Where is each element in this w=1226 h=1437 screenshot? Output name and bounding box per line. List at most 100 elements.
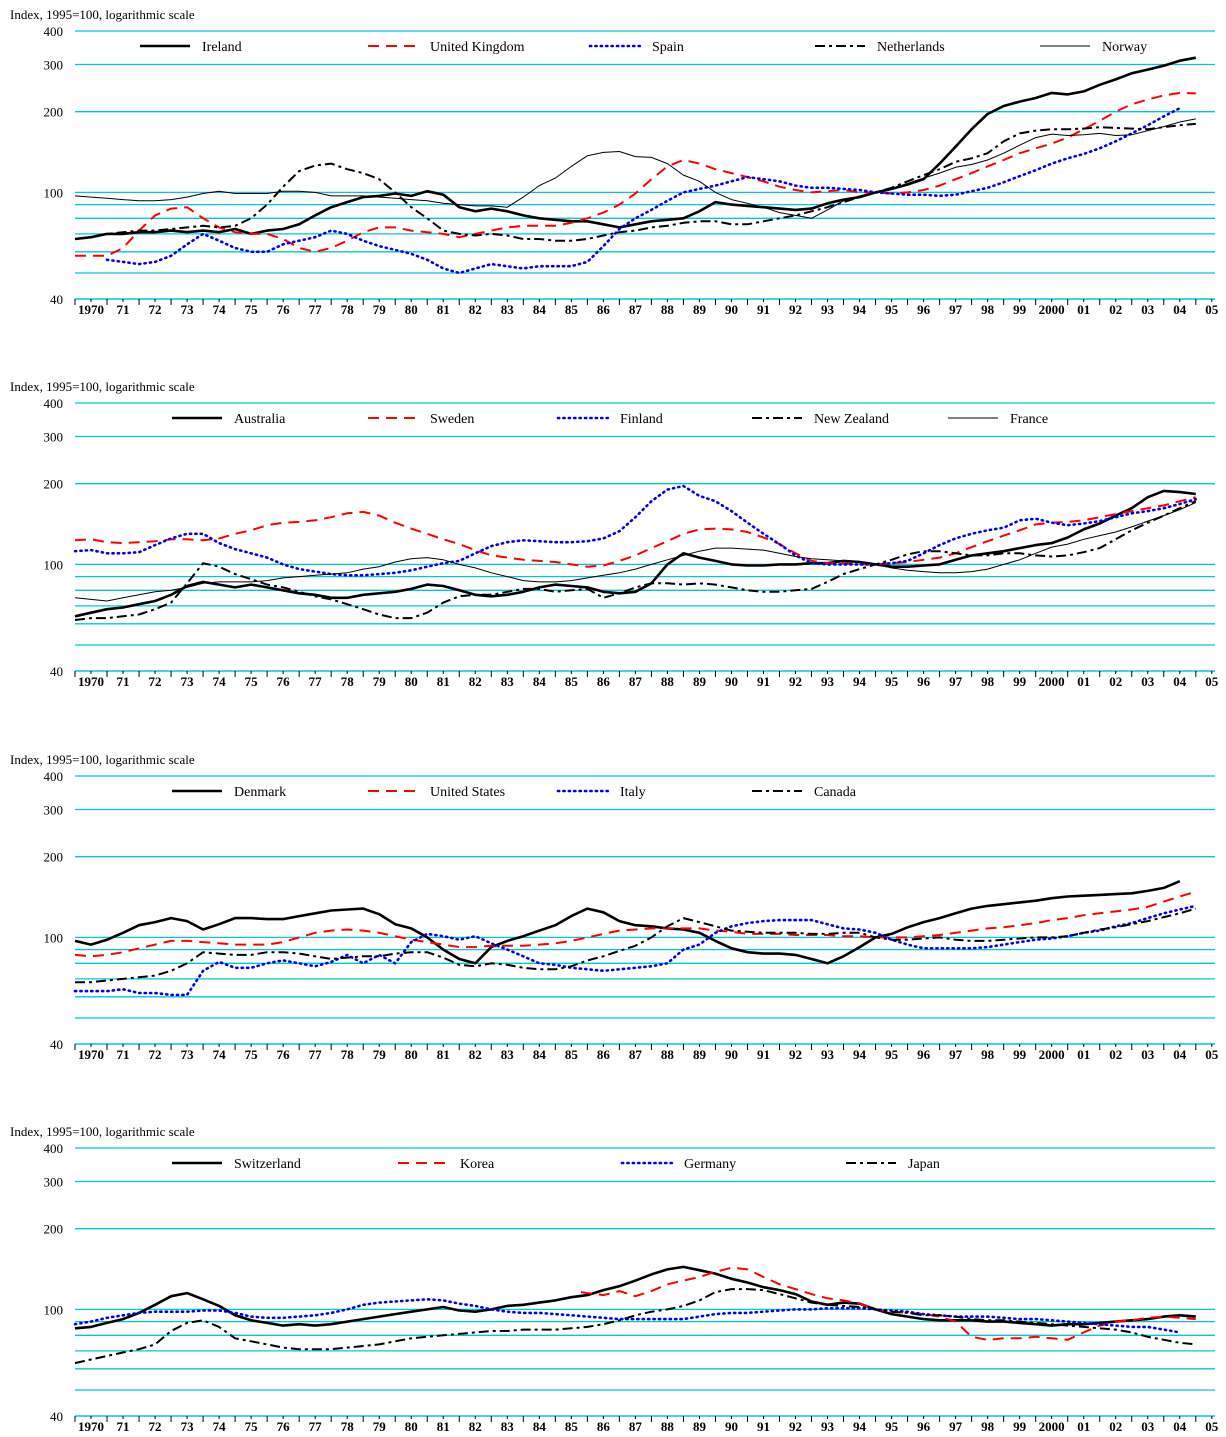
y-tick-label: 400 — [44, 24, 64, 39]
x-tick-label: 77 — [309, 1419, 323, 1434]
series-line-italy — [73, 904, 1198, 997]
x-tick-label: 96 — [917, 1419, 931, 1434]
x-tick-label: 01 — [1077, 674, 1090, 689]
x-tick-label: 84 — [533, 674, 547, 689]
x-tick-label: 97 — [949, 1419, 963, 1434]
x-tick-label: 72 — [149, 1419, 162, 1434]
x-tick-label: 76 — [277, 1047, 291, 1062]
x-tick-label: 92 — [789, 302, 802, 317]
x-tick-label: 75 — [245, 1047, 259, 1062]
x-tick-label: 88 — [661, 1419, 675, 1434]
series-line-united-states — [74, 890, 1197, 958]
x-tick-label: 89 — [693, 674, 707, 689]
x-tick-label: 05 — [1205, 1047, 1219, 1062]
x-tick-label: 93 — [821, 1047, 835, 1062]
x-tick-label: 86 — [597, 1047, 611, 1062]
x-tick-label: 03 — [1141, 674, 1155, 689]
legend-label-australia: Australia — [234, 412, 286, 427]
x-tick-label: 90 — [725, 674, 738, 689]
x-tick-label: 80 — [405, 302, 418, 317]
x-tick-label: 02 — [1109, 674, 1122, 689]
x-tick-label: 01 — [1077, 1047, 1090, 1062]
x-tick-label: 2000 — [1039, 1047, 1065, 1062]
x-tick-label: 01 — [1077, 302, 1090, 317]
x-tick-label: 83 — [501, 1047, 515, 1062]
x-tick-label: 81 — [437, 1419, 450, 1434]
legend-label-canada: Canada — [814, 785, 857, 800]
x-tick-label: 05 — [1205, 1419, 1219, 1434]
x-tick-label: 98 — [981, 302, 995, 317]
x-tick-label: 03 — [1141, 1419, 1155, 1434]
legend-label-ireland: Ireland — [202, 40, 242, 55]
series-line-germany — [73, 1298, 1182, 1334]
legend-label-united-kingdom: United Kingdom — [430, 40, 525, 55]
x-tick-label: 01 — [1077, 1419, 1090, 1434]
chart-panel-1: Index, 1995=100, logarithmic scale 40 100 2… — [10, 7, 1219, 317]
legend-label-norway: Norway — [1102, 40, 1147, 55]
y-tick-label: 300 — [44, 429, 64, 444]
y-axis-label: Index, 1995=100, logarithmic scale — [10, 752, 195, 767]
x-tick-label: 82 — [469, 674, 482, 689]
y-tick-label: 40 — [50, 1409, 63, 1424]
legend-label-japan: Japan — [908, 1157, 940, 1172]
x-tick-label: 99 — [1013, 1419, 1027, 1434]
series-line-japan — [74, 1288, 1196, 1365]
x-tick-label: 89 — [693, 1419, 707, 1434]
series-line-spain — [105, 106, 1182, 275]
x-tick-label: 93 — [821, 674, 835, 689]
series-line-switzerland — [74, 1265, 1196, 1330]
y-tick-label: 100 — [44, 1302, 64, 1317]
legend-label-italy: Italy — [620, 785, 646, 800]
x-tick-label: 85 — [565, 1047, 579, 1062]
x-tick-label: 95 — [885, 1047, 899, 1062]
x-tick-label: 1970 — [78, 1047, 104, 1062]
x-tick-label: 78 — [341, 674, 355, 689]
x-tick-label: 2000 — [1039, 674, 1065, 689]
x-tick-label: 81 — [437, 1047, 450, 1062]
x-tick-label: 84 — [533, 302, 547, 317]
x-tick-label: 83 — [501, 1419, 515, 1434]
y-tick-label: 200 — [44, 105, 64, 120]
x-tick-label: 98 — [981, 674, 995, 689]
x-tick-label: 88 — [661, 1047, 675, 1062]
x-tick-label: 79 — [373, 674, 387, 689]
x-tick-label: 90 — [725, 1419, 738, 1434]
legend-label-switzerland: Switzerland — [234, 1157, 301, 1172]
x-tick-label: 71 — [117, 1419, 130, 1434]
x-tick-label: 95 — [885, 302, 899, 317]
series-line-ireland — [74, 56, 1197, 241]
x-tick-label: 05 — [1205, 302, 1219, 317]
x-tick-label: 72 — [149, 302, 162, 317]
x-tick-label: 85 — [565, 674, 579, 689]
x-tick-label: 02 — [1109, 1047, 1122, 1062]
x-tick-label: 82 — [469, 1419, 482, 1434]
x-tick-label: 1970 — [78, 302, 104, 317]
x-tick-label: 80 — [405, 674, 418, 689]
x-tick-label: 80 — [405, 1047, 418, 1062]
x-tick-label: 85 — [565, 1419, 579, 1434]
x-tick-label: 73 — [181, 1047, 195, 1062]
x-tick-label: 89 — [693, 302, 707, 317]
x-tick-label: 72 — [149, 674, 162, 689]
legend-label-korea: Korea — [460, 1157, 495, 1172]
x-tick-label: 86 — [597, 674, 611, 689]
x-tick-label: 78 — [341, 302, 355, 317]
x-tick-label: 04 — [1173, 674, 1187, 689]
y-axis-label: Index, 1995=100, logarithmic scale — [10, 379, 195, 394]
y-tick-label: 100 — [44, 557, 64, 572]
x-tick-label: 80 — [405, 1419, 418, 1434]
x-tick-label: 71 — [117, 302, 130, 317]
x-tick-label: 98 — [981, 1419, 995, 1434]
x-tick-label: 75 — [245, 674, 259, 689]
x-tick-label: 92 — [789, 1047, 802, 1062]
x-tick-label: 76 — [277, 674, 291, 689]
x-tick-label: 84 — [533, 1419, 547, 1434]
x-tick-label: 95 — [885, 674, 899, 689]
chart-panel-3: Index, 1995=100, logarithmic scale 40 100 2… — [10, 752, 1219, 1062]
x-tick-label: 99 — [1013, 1047, 1027, 1062]
y-tick-label: 100 — [44, 185, 64, 200]
x-tick-label: 02 — [1109, 1419, 1122, 1434]
x-tick-label: 77 — [309, 302, 323, 317]
y-tick-label: 40 — [50, 292, 63, 307]
series-line-canada — [75, 907, 1197, 984]
